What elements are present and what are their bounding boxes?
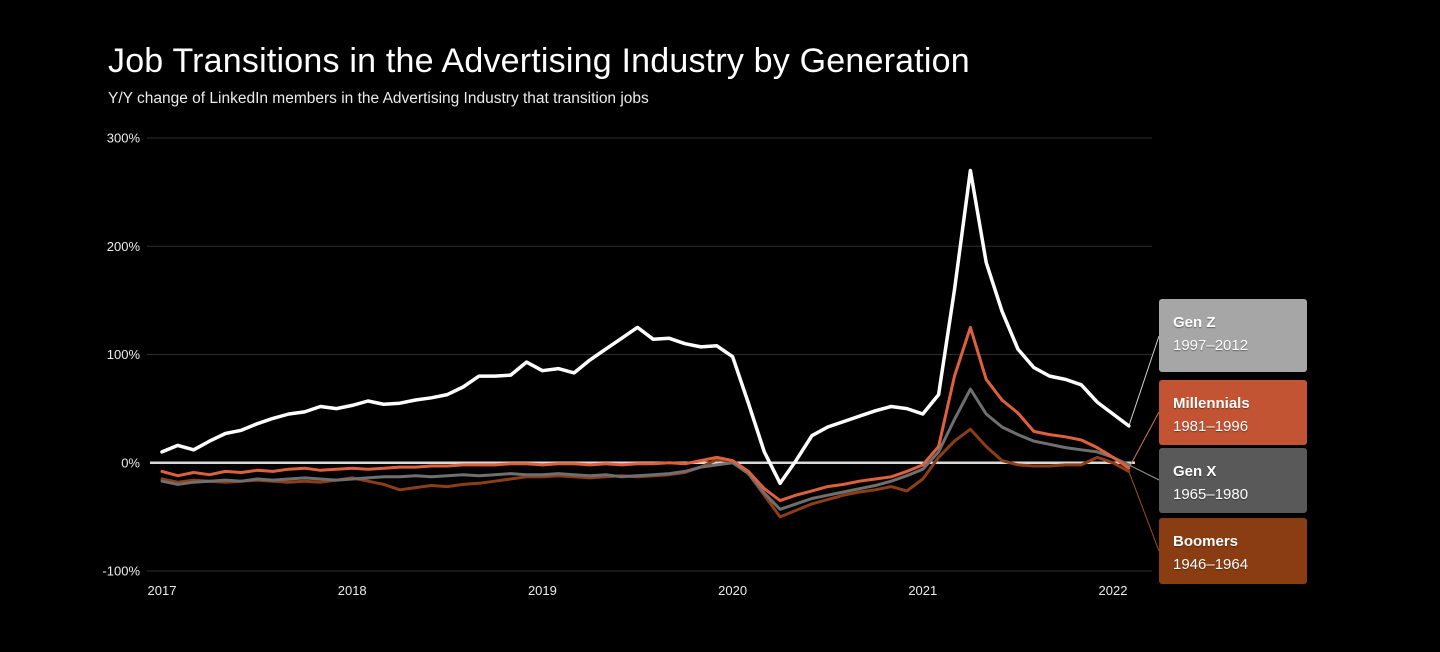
y-axis-tick-label: -100% (102, 564, 140, 579)
legend-item-gen-z: Gen Z 1997–2012 (1159, 299, 1307, 372)
x-axis-tick-label: 2022 (1099, 583, 1128, 598)
legend-years: 1997–2012 (1173, 336, 1249, 354)
chart-title: Job Transitions in the Advertising Indus… (108, 42, 970, 80)
x-axis-tick-label: 2021 (908, 583, 937, 598)
legend-leader-line (1128, 411, 1160, 469)
series-line-millennials (160, 325, 1131, 503)
x-axis-tick-label: 2020 (718, 583, 747, 598)
legend-item-gen-x: Gen X 1965–1980 (1159, 448, 1307, 513)
legend-years: 1946–1964 (1173, 555, 1249, 573)
legend-leader-line (1128, 471, 1160, 552)
y-axis-tick-label: 0% (121, 455, 140, 470)
legend-label: Millennials (1173, 395, 1250, 412)
legend-years: 1981–1996 (1173, 417, 1249, 435)
chart-subtitle: Y/Y change of LinkedIn members in the Ad… (108, 90, 649, 107)
y-axis-tick-label: 300% (107, 131, 141, 146)
x-axis-tick-label: 2017 (148, 583, 177, 598)
series-line-gen-x (160, 387, 1131, 511)
y-axis-tick-label: 100% (107, 347, 141, 362)
x-axis-tick-label: 2019 (528, 583, 557, 598)
y-axis-tick-label: 200% (107, 239, 141, 254)
legend-label: Gen X (1173, 463, 1217, 480)
x-axis-tick-label: 2018 (338, 583, 367, 598)
legend-years: 1965–1980 (1173, 485, 1249, 503)
series-line-gen-z (160, 168, 1131, 486)
legend-item-boomers: Boomers 1946–1964 (1159, 518, 1307, 584)
legend-leader-line (1128, 335, 1160, 427)
legend-label: Gen Z (1173, 314, 1216, 331)
legend-leader-line (1128, 464, 1160, 481)
legend-item-millennials: Millennials 1981–1996 (1159, 380, 1307, 445)
series-line-boomers (160, 427, 1131, 519)
legend-label: Boomers (1173, 533, 1239, 550)
